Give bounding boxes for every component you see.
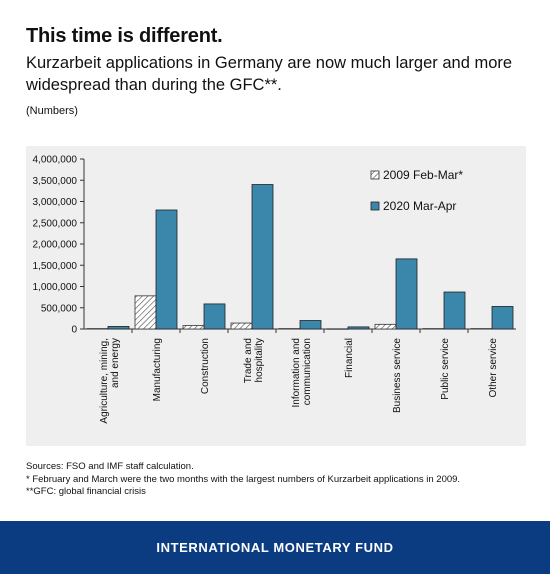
y-tick-label: 2,000,000 bbox=[33, 240, 78, 251]
y-tick-label: 3,500,000 bbox=[33, 176, 78, 187]
x-category-label: Construction bbox=[200, 338, 211, 394]
bar-2020 bbox=[395, 258, 418, 330]
footer-bar: INTERNATIONAL MONETARY FUND bbox=[0, 521, 550, 574]
x-category-label: Other service bbox=[488, 338, 499, 398]
x-category-label: Manufacturing bbox=[152, 338, 163, 401]
footer-brand: INTERNATIONAL MONETARY FUND bbox=[156, 540, 394, 555]
x-category-label: Public service bbox=[440, 338, 451, 400]
y-tick-label: 3,000,000 bbox=[33, 197, 78, 208]
bar-2009 bbox=[86, 328, 109, 330]
x-category-label: Business service bbox=[392, 338, 403, 413]
bar-2020 bbox=[491, 306, 514, 330]
bar-2009 bbox=[230, 322, 253, 330]
chart-subtitle: Kurzarbeit applications in Germany are n… bbox=[26, 54, 513, 94]
legend-label-2020: 2020 Mar-Apr bbox=[383, 199, 456, 213]
x-category-label: Agriculture, mining,and energy bbox=[99, 338, 121, 424]
legend-swatch-2009 bbox=[370, 170, 380, 180]
bar-2009 bbox=[278, 328, 301, 330]
y-tick-label: 1,500,000 bbox=[33, 261, 78, 272]
x-category-label: Information andcommunication bbox=[291, 338, 313, 408]
bar-2020 bbox=[107, 326, 130, 330]
y-tick-label: 2,500,000 bbox=[33, 218, 78, 229]
bar-2009 bbox=[422, 328, 445, 330]
legend-label-2009: 2009 Feb-Mar* bbox=[383, 168, 463, 182]
bar-2020 bbox=[299, 320, 322, 330]
bar-2009 bbox=[374, 323, 397, 330]
legend-swatch-2020 bbox=[370, 201, 380, 211]
x-category-label: Trade andhospitality bbox=[243, 338, 265, 383]
sources-note: Sources: FSO and IMF staff calculation. bbox=[26, 461, 194, 472]
bar-2020 bbox=[443, 291, 466, 330]
bar-2020 bbox=[155, 209, 178, 330]
bar-2020 bbox=[203, 303, 226, 330]
bar-2009 bbox=[134, 295, 157, 330]
bar-2020 bbox=[251, 184, 274, 330]
y-tick-label: 0 bbox=[71, 325, 77, 336]
chart-panel: 0 500,000 1,000,000 1,500,000 2,000,000 2,500… bbox=[26, 146, 526, 446]
y-tick-label: 500,000 bbox=[41, 303, 78, 314]
chart-title: This time is different. bbox=[26, 25, 223, 47]
x-category-label: Financial bbox=[344, 338, 355, 378]
footnote-2: **GFC: global financial crisis bbox=[26, 486, 146, 497]
bar-2009 bbox=[182, 325, 205, 330]
y-tick-label: 4,000,000 bbox=[33, 155, 78, 166]
bar-chart: 0 500,000 1,000,000 1,500,000 2,000,000 2,500… bbox=[33, 155, 516, 424]
y-tick-label: 1,000,000 bbox=[33, 282, 78, 293]
bar-2020 bbox=[347, 326, 370, 330]
footnote-1: * February and March were the two months… bbox=[26, 473, 461, 485]
bar-2009 bbox=[326, 328, 349, 330]
bar-2009 bbox=[470, 328, 493, 330]
footnotes: Sources: FSO and IMF staff calculation. … bbox=[26, 461, 460, 499]
unit-label: (Numbers) bbox=[26, 105, 78, 117]
